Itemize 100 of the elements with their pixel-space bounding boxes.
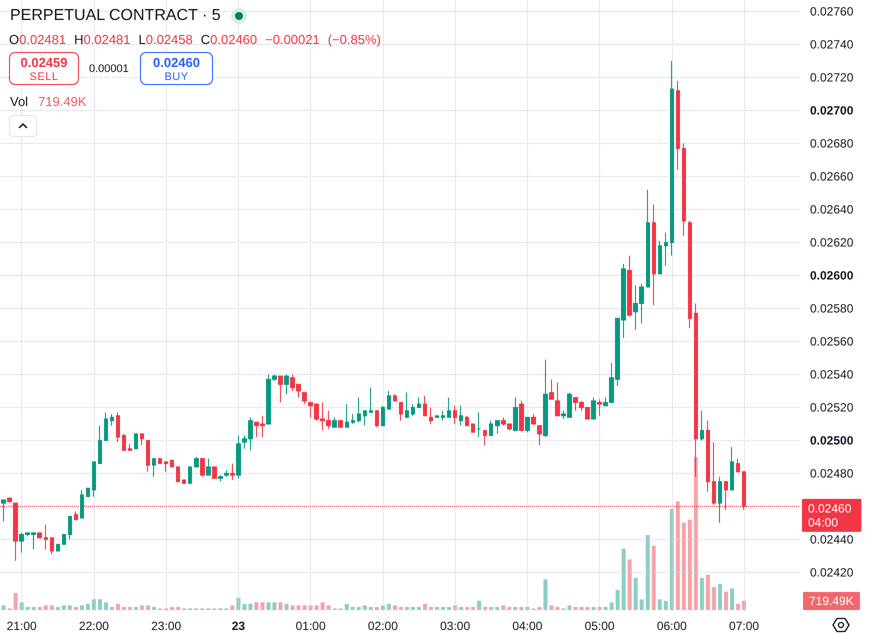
bar (483, 606, 488, 610)
bar (459, 606, 464, 610)
bar (350, 606, 355, 610)
bar (272, 602, 277, 610)
bar (471, 606, 476, 610)
bar (537, 606, 542, 610)
bar (592, 606, 596, 610)
bar (543, 579, 548, 610)
candlestick (688, 220, 692, 329)
bar (314, 605, 319, 610)
y-tick-label: 0.02500 (810, 433, 854, 448)
candlestick (646, 189, 650, 288)
candlestick (495, 420, 500, 434)
bar (140, 605, 144, 610)
bar (435, 606, 440, 610)
candlestick (375, 410, 379, 428)
candlestick (718, 476, 722, 524)
bar (134, 606, 138, 610)
candlestick (441, 410, 445, 422)
candlestick (700, 410, 704, 441)
bar (98, 599, 102, 610)
bar (622, 548, 626, 610)
x-tick-label: 01:00 (296, 619, 326, 633)
bar (730, 588, 734, 610)
candlestick (44, 524, 48, 550)
bar (688, 520, 692, 610)
candlestick (712, 442, 716, 506)
candlestick (200, 458, 205, 478)
bar (580, 606, 584, 610)
x-tick-label: 23 (232, 619, 246, 633)
y-tick-label: 0.02720 (810, 70, 854, 85)
candlestick (489, 420, 493, 436)
bar (447, 606, 452, 610)
chart-title: Vol (10, 94, 28, 109)
x-tick-label: 06:00 (656, 619, 688, 633)
candlestick (435, 415, 439, 418)
bar (86, 604, 90, 610)
text: 04:00 (808, 515, 838, 530)
candlestick (658, 240, 662, 274)
candlestick (519, 400, 524, 432)
candlestick (182, 480, 186, 484)
text: O0.02481 H0.02481 L0.02458 C0.02460 −0.00021 (−0.85%) (9, 32, 381, 47)
bar (146, 605, 150, 610)
candlestick (50, 537, 54, 555)
candlestick (411, 404, 415, 416)
bar (362, 605, 367, 610)
candlestick (537, 425, 542, 446)
bar (567, 605, 572, 610)
annotation: SELL (28, 71, 60, 83)
bar (477, 600, 482, 610)
annotation: 0.00001 (89, 63, 129, 75)
candlestick (465, 415, 469, 426)
bar (712, 587, 716, 610)
bar (320, 602, 325, 610)
annotation: 0.02459 (20, 55, 68, 70)
y-tick-label: 0.02700 (810, 104, 854, 118)
bar (495, 606, 500, 610)
y-tick-label: 0.02580 (810, 301, 854, 316)
x-tick-label: 05:00 (584, 619, 615, 633)
candlestick (513, 397, 518, 432)
candlestick (357, 397, 361, 423)
candlestick (170, 460, 174, 468)
candlestick (447, 397, 451, 418)
candlestick (417, 397, 421, 408)
bar (555, 606, 560, 610)
candlestick (477, 412, 481, 438)
bar (429, 606, 434, 610)
bar (290, 605, 295, 610)
candlestick (230, 463, 235, 481)
text: 719.49K (803, 592, 860, 610)
candlestick (459, 405, 463, 426)
bar (574, 606, 578, 610)
bar (50, 605, 54, 610)
bar (386, 604, 391, 610)
bar (423, 604, 428, 610)
bar (260, 602, 264, 610)
candlestick (134, 433, 138, 450)
candlestick (1, 499, 6, 522)
bar (598, 606, 602, 610)
candlestick (591, 397, 596, 420)
y-tick-label: 0.02640 (810, 202, 854, 216)
bar (38, 606, 42, 610)
candlestick (104, 412, 108, 441)
bar (640, 599, 644, 610)
candlestick (164, 461, 168, 472)
y-tick-label: 0.02420 (810, 565, 854, 580)
bar (266, 602, 270, 610)
candlestick (369, 387, 373, 413)
candlestick (531, 414, 536, 424)
bar (549, 605, 554, 610)
bar (104, 602, 108, 610)
bar (507, 606, 512, 610)
candlestick (543, 359, 548, 438)
candlestick (627, 255, 632, 318)
bar (525, 606, 530, 610)
bar (356, 606, 361, 610)
bar (368, 606, 373, 610)
bar (676, 501, 680, 610)
candlestick (56, 544, 60, 552)
bar (170, 606, 174, 610)
